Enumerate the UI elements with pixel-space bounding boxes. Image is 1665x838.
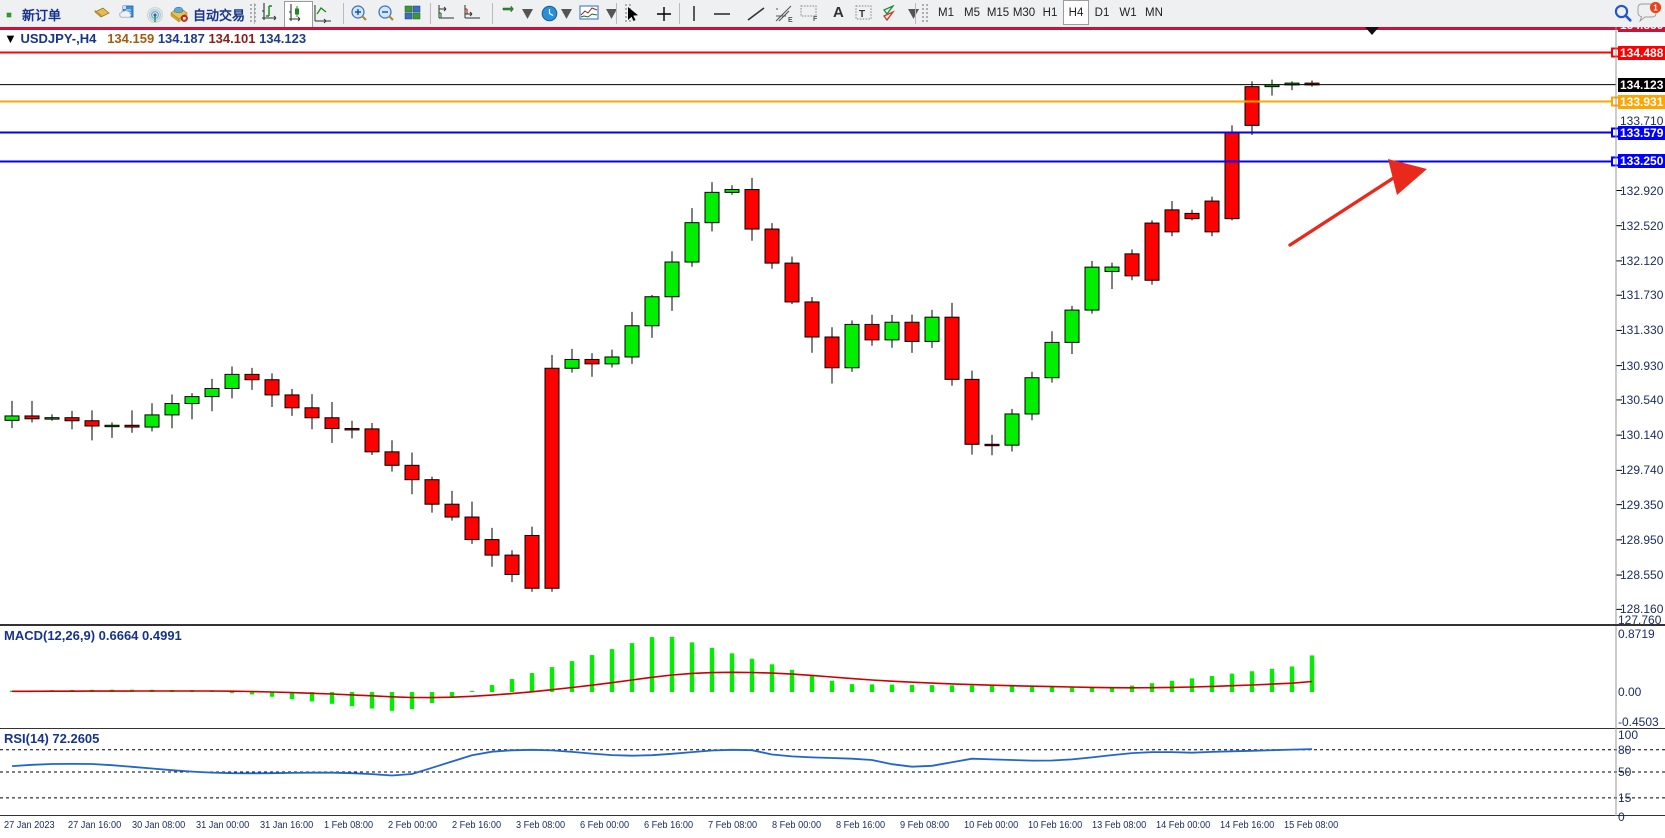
svg-text:T: T [859, 9, 865, 20]
svg-text:E: E [788, 17, 793, 23]
svg-text:F: F [813, 16, 818, 23]
svg-text:1: 1 [1653, 4, 1658, 13]
